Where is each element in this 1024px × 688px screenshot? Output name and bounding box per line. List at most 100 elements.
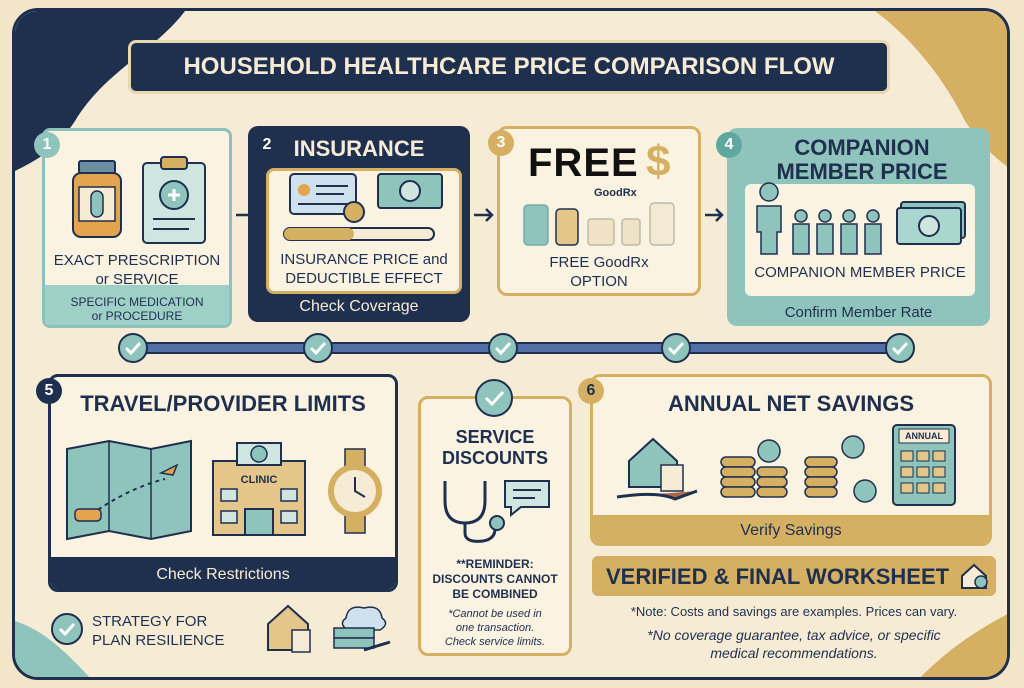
icon-shape [840,223,858,255]
icon-shape [841,435,865,459]
step-heading: ANNUAL NET SAVINGS [667,391,915,416]
icon-shape [661,333,691,363]
icon-shape [303,333,333,363]
icon-shape [118,333,915,363]
step-card: ANNUAL NET SAVINGS ANNUAL Verify Savings [590,374,992,546]
text-line: DISCOUNTS [441,448,548,468]
text-line: medical recommendations. [710,645,878,661]
step-number: 3 [488,130,514,156]
service-note: *Cannot be used in one transaction. Chec… [421,607,569,649]
step-label: FREE GoodRx OPTION [500,253,698,291]
step-action: Confirm Member Rate [784,304,933,321]
icon [756,182,966,255]
icon-shape [804,486,838,498]
step-detail: SPECIFIC MEDICATION or PROCEDURE [45,295,229,323]
icon-shape [236,208,260,222]
icon-shape [757,439,781,463]
icon-shape [759,182,779,202]
icon-shape [343,201,365,223]
icon-shape [124,341,909,356]
text-line: SERVICE [455,427,535,447]
icon-shape [280,488,298,502]
step-action: Check Coverage [299,298,419,315]
step-footer [45,285,229,325]
corner-decor [15,621,90,677]
final-title: VERIFIED & FINAL WORKSHEET [606,564,950,589]
disclaimer: *No coverage guarantee, tax advice, or s… [592,626,996,662]
text-line: OPTION [570,273,628,290]
step-label: COMPANION MEMBER PRICE [754,264,966,281]
step-card: EXACT PRESCRIPTION or SERVICE SPECIFIC M… [42,128,232,328]
note: *Note: Costs and savings are examples. P… [630,604,958,619]
icon-shape [284,228,354,240]
icon-shape [667,341,685,356]
final-banner: VERIFIED & FINAL WORKSHEET [592,556,996,596]
icon-shape [354,477,366,498]
icon-shape [794,209,808,223]
title: HOUSEHOLD HEALTHCARE PRICE COMPARISON FL… [183,53,835,80]
icon-shape [898,428,950,444]
text-line: COMPANION [794,135,930,160]
icon-shape [66,439,192,541]
icon-shape [587,218,615,246]
icon-shape [244,508,274,536]
icon-shape [341,606,387,631]
step-action: Verify Savings [593,515,989,543]
icon [616,424,956,506]
icon [72,156,206,244]
icon-shape [474,208,494,222]
reminder: **REMINDER: DISCOUNTS CANNOT BE COMBINED [421,557,569,602]
icon-shape [756,486,788,498]
text-line: *Cannot be used in [448,608,542,620]
icon-shape [720,476,756,488]
strategy-label: STRATEGY FOR PLAN RESILIENCE [92,612,225,650]
icon-shape [792,223,810,255]
icon-shape [90,190,104,218]
icon-shape [333,637,375,649]
icon-shape [900,450,914,462]
icon-shape [804,466,838,478]
step-heading: TRAVEL/PROVIDER LIMITS [80,391,366,416]
text-line: BE COMBINED [452,587,538,601]
step-heading: INSURANCE [293,136,425,161]
service-heading: SERVICE DISCOUNTS [421,427,569,469]
icon-shape [399,180,421,202]
step-label: INSURANCE PRICE and DEDUCTIBLE EFFECT [266,250,462,288]
icon-shape [720,456,838,498]
icon-shape [443,481,487,525]
icon-shape [705,208,724,222]
step-label: EXACT PRESCRIPTION or SERVICE [45,251,229,289]
icon-shape [864,223,882,255]
icon-shape [494,341,512,356]
text-line: INSURANCE PRICE and [280,251,448,268]
icon-shape [298,184,310,196]
step-number: 2 [254,132,280,158]
step-number: 1 [34,132,60,158]
step-card: FREE $ GoodRx FREE GoodRx OPTION [497,126,701,296]
icon-shape [932,482,946,494]
text-line: PLAN RESILIENCE [92,632,225,649]
icon-shape [58,622,76,637]
icon-label: CLINIC [240,474,278,486]
icon-shape [463,523,497,543]
text-line: Check service limits. [444,636,546,648]
text-line: DISCOUNTS CANNOT [432,572,558,586]
check-icon [51,613,83,645]
icon-shape [866,209,880,223]
icon-shape [250,445,268,463]
corner-decor [875,11,1007,167]
text-line: *No coverage guarantee, tax advice, or s… [647,627,941,643]
icon-shape [932,466,946,478]
text-line: DEDUCTIBLE EFFECT [285,270,443,287]
text-line: one transaction. [455,622,535,634]
icon-shape [720,456,756,468]
icon-shape [756,466,788,478]
text-line: MEMBER PRICE [776,159,948,184]
icon-shape [756,205,782,255]
icon-label: ANNUAL [905,431,943,441]
text-line: FREE GoodRx [549,254,649,271]
dollar-symbol: $ [646,137,671,186]
icon-shape [309,341,327,356]
text-line: EXACT PRESCRIPTION [53,252,221,269]
